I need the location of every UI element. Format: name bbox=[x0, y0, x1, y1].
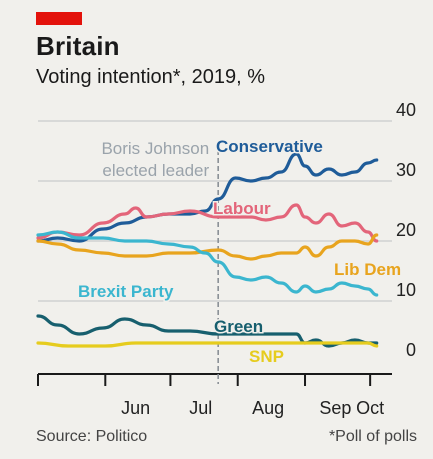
series-line-brexit-party bbox=[36, 230, 379, 297]
series-line-conservative bbox=[36, 152, 379, 243]
chart-title: Britain bbox=[36, 31, 120, 61]
x-tick-label-aug: Aug bbox=[252, 398, 284, 418]
x-tick-label-jul: Jul bbox=[189, 398, 212, 418]
x-tick-label-oct: Oct bbox=[356, 398, 384, 418]
chart-subtitle: Voting intention*, 2019, % bbox=[36, 66, 266, 88]
series-label-green: Green bbox=[214, 317, 263, 336]
series-label-labour: Labour bbox=[213, 199, 271, 218]
series-label-brexit-party: Brexit Party bbox=[78, 282, 174, 301]
poll-note: *Poll of polls bbox=[328, 428, 417, 445]
y-tick-label-0: 0 bbox=[406, 340, 416, 360]
series-line-snp bbox=[36, 341, 379, 348]
economist-red-tag bbox=[36, 12, 82, 25]
series-label-snp: SNP bbox=[249, 347, 284, 366]
x-tick-label-sep: Sep bbox=[319, 398, 351, 418]
y-tick-label-20: 20 bbox=[396, 220, 416, 240]
annotation-label-line-2: elected leader bbox=[102, 161, 209, 180]
series-line-lib-dem bbox=[36, 233, 379, 261]
x-tick-label-jun: Jun bbox=[121, 398, 150, 418]
series-label-lib-dem: Lib Dem bbox=[334, 260, 401, 279]
source-note: Source: Politico bbox=[36, 428, 148, 445]
y-tick-label-40: 40 bbox=[396, 100, 416, 120]
y-tick-label-30: 30 bbox=[396, 160, 416, 180]
annotation-label-line-1: Boris Johnson bbox=[101, 139, 209, 158]
series-line-labour bbox=[36, 203, 379, 243]
series-label-conservative: Conservative bbox=[216, 137, 323, 156]
y-tick-label-10: 10 bbox=[396, 280, 416, 300]
